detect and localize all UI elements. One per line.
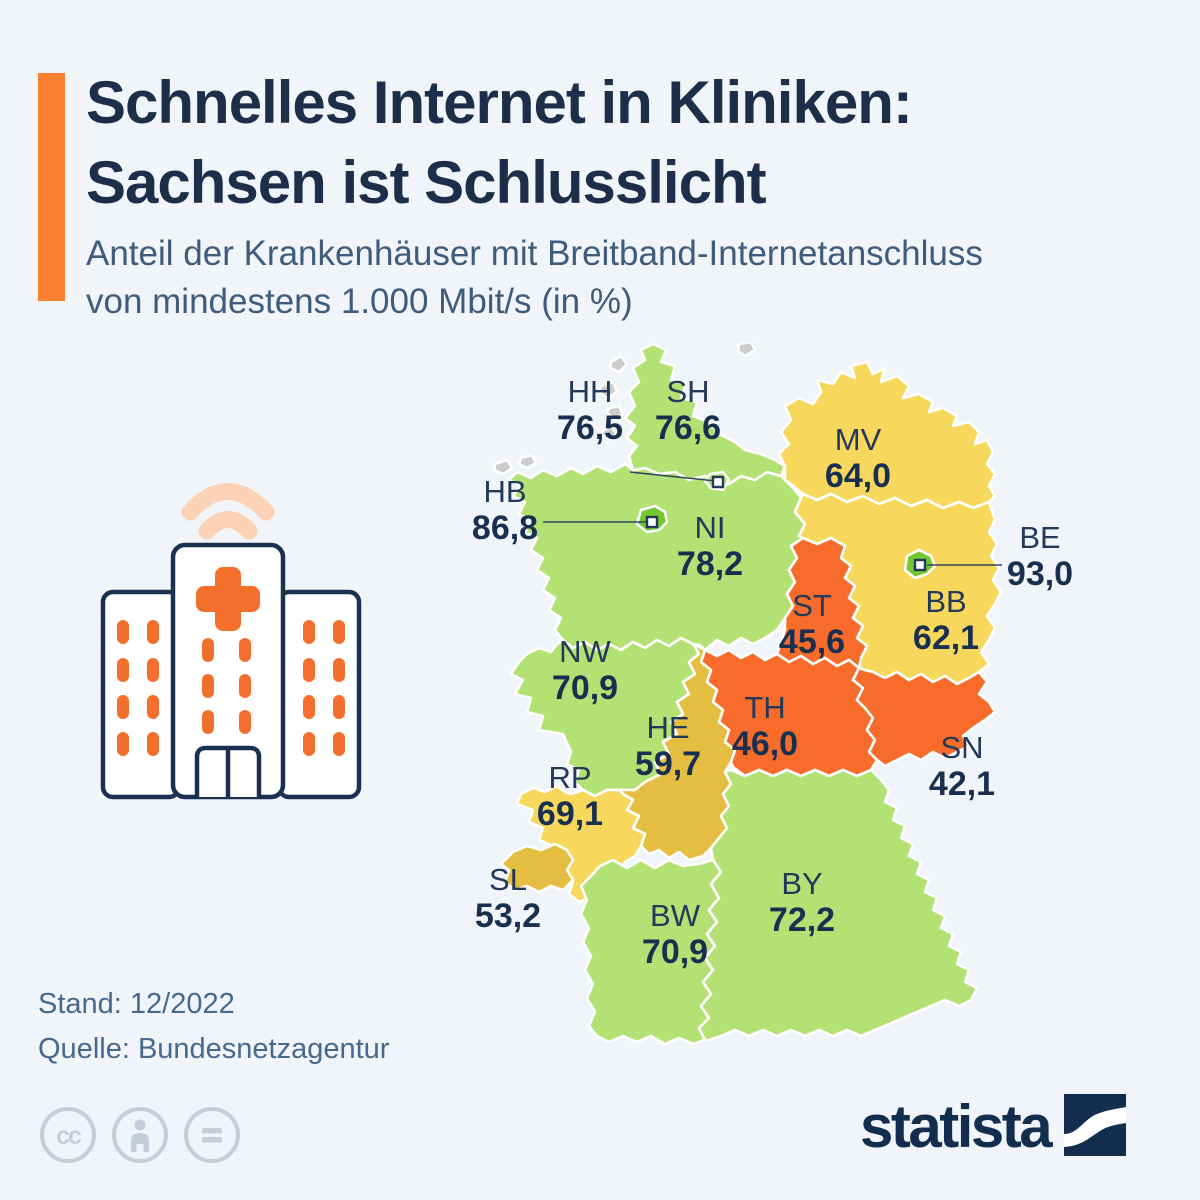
statista-logo-text: statista [860,1093,1053,1160]
accent-bar [38,73,65,301]
door-icon [194,745,262,797]
north-sea-islands [492,340,757,476]
page-title: Schnelles Internet in Kliniken: Sachsen … [86,63,913,223]
license-icons: cc [36,1103,276,1172]
hospital-wifi-illustration [95,455,367,812]
label-BE: BE 93,0 [1007,520,1073,593]
germany-map [483,340,1003,1057]
building-icon [100,542,362,800]
stand-note: Stand: 12/2022 [38,988,235,1020]
medical-cross-icon [196,567,260,631]
state-shape-MV [777,360,997,510]
state-code: BE [1019,520,1061,555]
marker-HB [645,515,659,529]
page-subtitle: Anteil der Krankenhäuser mit Breitband-I… [86,230,983,326]
subtitle-line-1: Anteil der Krankenhäuser mit Breitband-I… [86,234,983,273]
hospital-icon [100,483,362,800]
state-shape-NI [507,462,807,652]
title-line-2: Sachsen ist Schlusslicht [86,149,767,216]
state-shape-BY [697,768,979,1042]
state-shape-BW [579,858,723,1046]
germany-map-svg [492,340,1003,1046]
subtitle-line-2: von mindestens 1.000 Mbit/s (in %) [86,282,633,321]
windows [117,620,345,756]
state-value: 93,0 [1006,555,1074,593]
statista-logo-mark-icon [1064,1093,1127,1161]
attribution-person-icon [112,1107,168,1163]
wifi-icon [181,483,275,540]
state-shape-SN [851,666,997,768]
callout-markers [645,475,927,572]
marker-BE [913,558,927,572]
callout-lines [543,471,1002,566]
state-shape-SL [499,842,575,894]
state-shape-SH [623,342,787,486]
state-shape-HE [618,642,737,862]
cc-icon [40,1107,96,1163]
statista-logo: statista [860,1092,1127,1162]
no-derivatives-equals-icon [184,1107,240,1163]
source-note: Quelle: Bundesnetzagentur [38,1033,390,1065]
marker-HH [711,475,725,489]
title-line-1: Schnelles Internet in Kliniken: [86,69,913,136]
svg-text:cc: cc [56,1122,82,1150]
